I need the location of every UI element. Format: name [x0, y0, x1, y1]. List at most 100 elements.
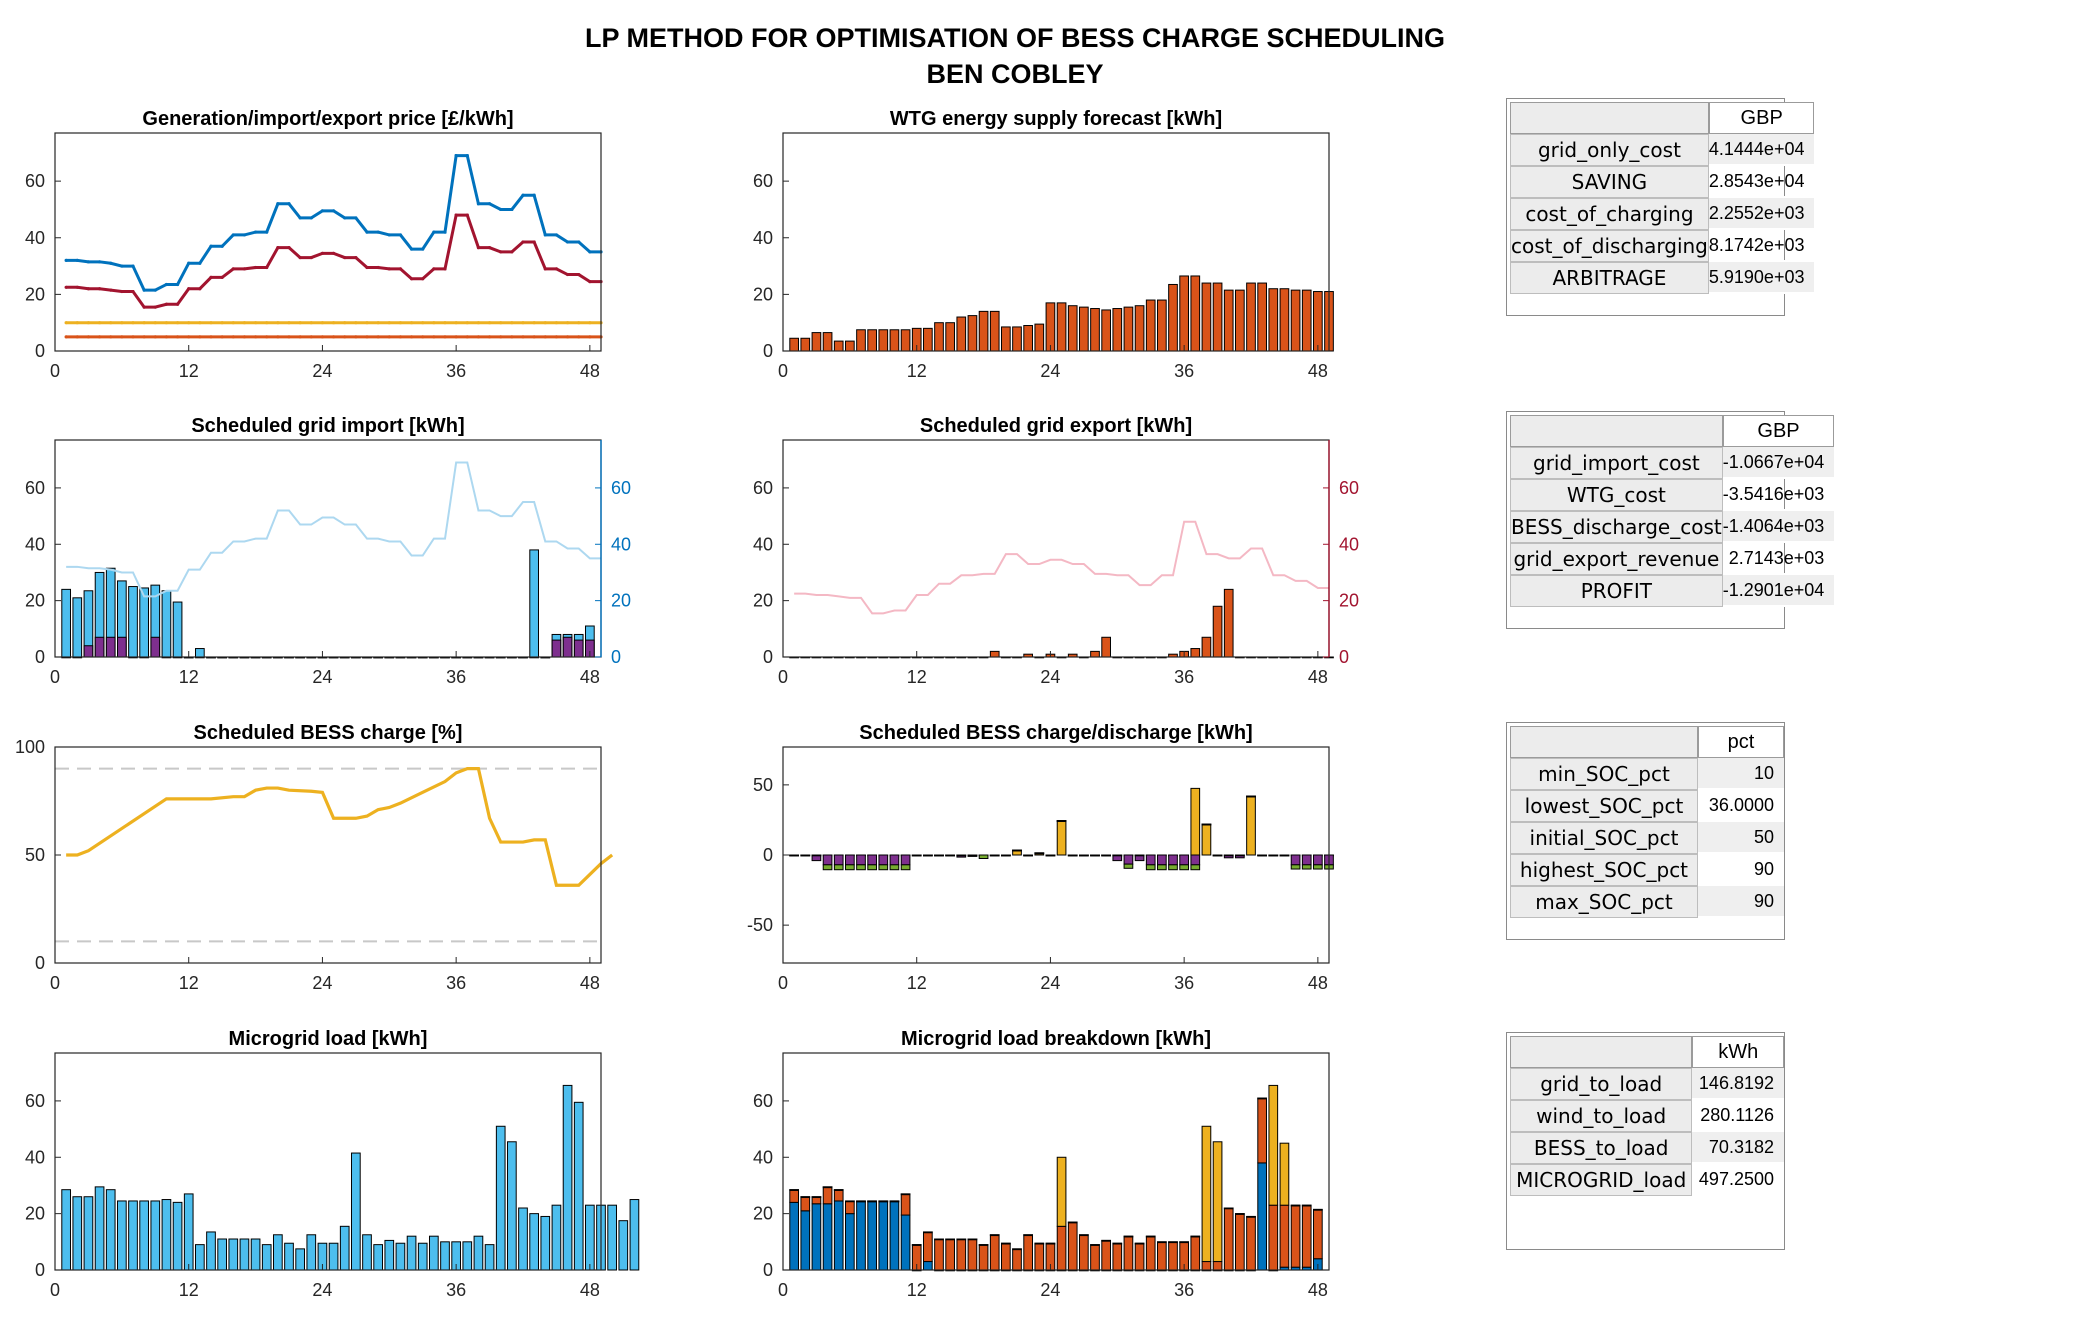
table-cell[interactable]: 2.7143e+03: [1723, 543, 1835, 575]
series-point: [455, 321, 458, 324]
bar: [118, 1201, 127, 1270]
series-point: [76, 259, 79, 262]
table-cell[interactable]: 2.8543e+04: [1709, 166, 1815, 198]
series-point: [209, 321, 212, 324]
bar: [834, 1201, 843, 1270]
bar: [1169, 1242, 1178, 1270]
y-tick-label: 60: [25, 1091, 45, 1111]
table-cell[interactable]: 50: [1698, 822, 1784, 854]
bar: [1191, 855, 1200, 865]
series-point: [198, 287, 201, 290]
x-tick-label: 36: [446, 667, 466, 687]
table-cell[interactable]: 36.0000: [1698, 790, 1784, 822]
table-cell[interactable]: -1.4064e+03: [1723, 511, 1835, 543]
series-point: [76, 321, 79, 324]
series-point: [65, 321, 68, 324]
bar: [1180, 865, 1189, 870]
bar: [1314, 292, 1323, 351]
bar: [968, 1239, 977, 1240]
bar: [1213, 1142, 1222, 1262]
right-tick-label: 0: [611, 647, 621, 667]
table-cell[interactable]: 4.1444e+04: [1709, 134, 1815, 166]
x-tick-label: 0: [778, 361, 788, 381]
series-point: [477, 246, 480, 249]
bar: [990, 1235, 999, 1236]
bar: [1213, 283, 1222, 351]
axes-box: [55, 133, 601, 351]
series-point: [544, 233, 547, 236]
y-tick-label: 0: [763, 647, 773, 667]
y-tick-label: 20: [25, 1204, 45, 1224]
table-cell[interactable]: 8.1742e+03: [1709, 230, 1815, 262]
table-cell[interactable]: 497.2500: [1692, 1164, 1784, 1196]
bar: [1236, 855, 1245, 856]
bar: [879, 330, 888, 351]
table-cell[interactable]: 70.3182: [1692, 1132, 1784, 1164]
bar: [1314, 1209, 1323, 1210]
y-tick-label: 20: [753, 1204, 773, 1224]
bar: [1302, 290, 1311, 351]
bar: [106, 637, 115, 657]
table-cell[interactable]: -1.2901e+04: [1723, 575, 1835, 607]
bar: [957, 317, 966, 351]
series-point: [399, 267, 402, 270]
bar: [1158, 300, 1167, 351]
series-point: [555, 233, 558, 236]
bar: [552, 1205, 561, 1270]
bar: [924, 1262, 933, 1270]
table-cell[interactable]: 146.8192: [1692, 1068, 1784, 1100]
series-point: [299, 335, 302, 338]
series-point: [98, 260, 101, 263]
costs-table[interactable]: GBP grid_only_cost 4.1444e+04 SAVING 2.854…: [1506, 98, 1785, 316]
bar: [530, 550, 539, 657]
bar: [218, 1239, 227, 1270]
table-cell[interactable]: -1.0667e+04: [1723, 447, 1835, 479]
bar: [1269, 1205, 1278, 1270]
row-header: initial_SOC_pct: [1510, 822, 1698, 854]
table-cell[interactable]: 5.9190e+03: [1709, 262, 1815, 294]
bar: [1024, 1235, 1033, 1236]
series-point: [577, 335, 580, 338]
bar: [251, 1239, 260, 1270]
bar: [1068, 855, 1077, 856]
bar: [140, 1201, 149, 1270]
table-cell[interactable]: 2.2552e+03: [1709, 198, 1815, 230]
series-point: [254, 266, 257, 269]
bar: [541, 1216, 550, 1270]
series-point: [265, 230, 268, 233]
bar: [1146, 855, 1155, 865]
bar: [857, 1201, 866, 1202]
table-cell[interactable]: 90: [1698, 886, 1784, 918]
bar: [901, 1215, 910, 1270]
bar: [1247, 796, 1256, 797]
bar: [184, 1194, 193, 1270]
series-point: [310, 256, 313, 259]
series-point: [377, 335, 380, 338]
bar: [846, 1201, 855, 1202]
bar: [1314, 855, 1323, 865]
table-cell[interactable]: 10: [1698, 758, 1784, 790]
chart-series: [790, 1085, 1322, 1270]
bar: [1146, 865, 1155, 870]
table-cell[interactable]: 90: [1698, 854, 1784, 886]
bar: [901, 855, 910, 865]
series-point: [98, 321, 101, 324]
x-tick-label: 12: [179, 667, 199, 687]
bar: [890, 865, 899, 870]
row-header: min_SOC_pct: [1510, 758, 1698, 790]
bar: [1258, 283, 1267, 351]
soc-chart: Scheduled BESS charge [%]0 12 24 36 48050100: [15, 722, 612, 993]
bar: [1124, 1236, 1133, 1237]
column-header: pct: [1698, 726, 1784, 758]
x-tick-label: 24: [1040, 361, 1060, 381]
table-cell[interactable]: 280.1126: [1692, 1100, 1784, 1132]
series-point: [65, 259, 68, 262]
table-cell[interactable]: -3.5416e+03: [1723, 479, 1835, 511]
bar: [901, 330, 910, 351]
profit-table[interactable]: GBP grid_import_cost -1.0667e+04 WTG_cost…: [1506, 411, 1785, 629]
energy-table[interactable]: kWh grid_to_load 146.8192 wind_to_load 280…: [1506, 1032, 1785, 1250]
soc-table[interactable]: pct min_SOC_pct 10 lowest_SOC_pct 36.0000 …: [1506, 722, 1785, 940]
series-point: [533, 335, 536, 338]
y-tick-label: -50: [747, 915, 773, 935]
series-point: [154, 289, 157, 292]
